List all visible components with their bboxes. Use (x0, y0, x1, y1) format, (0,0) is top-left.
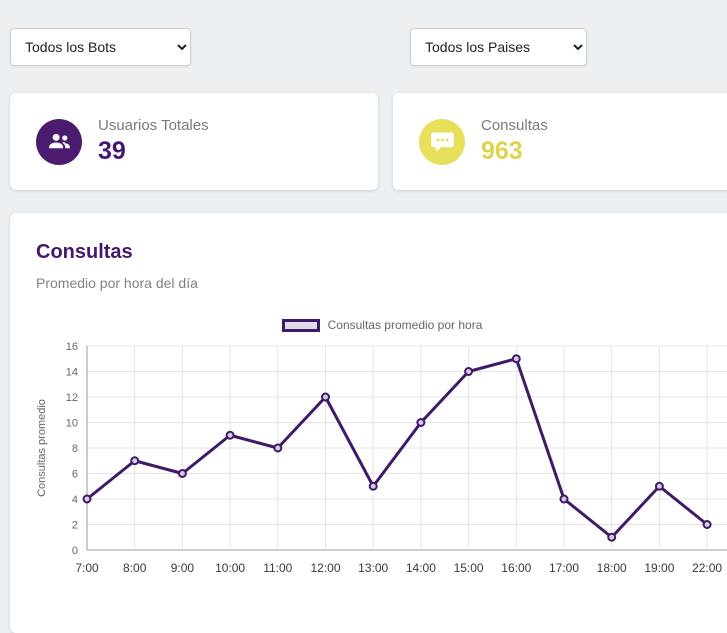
consultas-chart[interactable]: 0 2 4 6 8 10 12 14 16 7:00 8:00 9:00 10:00 11:00 12:00… (10, 341, 727, 591)
svg-text:14: 14 (66, 367, 78, 379)
svg-text:12:00: 12:00 (310, 561, 340, 575)
stat-label-usuarios: Usuarios Totales (98, 117, 209, 134)
chart-title: Consultas (36, 241, 133, 263)
svg-text:15:00: 15:00 (454, 561, 484, 575)
svg-text:6: 6 (72, 469, 78, 481)
chart-legend[interactable]: Consultas promedio por hora (10, 318, 727, 332)
svg-text:7:00: 7:00 (75, 561, 99, 575)
svg-text:10: 10 (66, 418, 78, 430)
svg-text:22:00: 22:00 (692, 561, 722, 575)
svg-text:4: 4 (72, 494, 78, 506)
svg-text:Consultas promedio: Consultas promedio (36, 399, 48, 497)
chart-subtitle: Promedio por hora del día (36, 275, 198, 291)
svg-text:8:00: 8:00 (123, 561, 147, 575)
stat-card-consultas: Consultas 963 (393, 93, 727, 190)
svg-text:12: 12 (66, 392, 78, 404)
stat-text: Usuarios Totales 39 (98, 117, 209, 166)
svg-text:19:00: 19:00 (644, 561, 674, 575)
svg-text:8: 8 (72, 443, 78, 455)
svg-text:13:00: 13:00 (358, 561, 388, 575)
users-icon (48, 133, 70, 149)
stat-text: Consultas 963 (481, 117, 548, 166)
svg-text:18:00: 18:00 (597, 561, 627, 575)
svg-text:0: 0 (72, 545, 78, 557)
svg-text:9:00: 9:00 (171, 561, 195, 575)
svg-text:11:00: 11:00 (263, 561, 292, 575)
stat-value-consultas: 963 (481, 137, 523, 165)
chat-icon (430, 132, 454, 152)
stat-label-consultas: Consultas (481, 117, 548, 134)
paises-filter-select[interactable]: Todos los Paises (410, 28, 587, 66)
svg-text:16:00: 16:00 (501, 561, 531, 575)
svg-text:17:00: 17:00 (549, 561, 579, 575)
chat-icon-circle (419, 118, 465, 165)
bots-filter-select[interactable]: Todos los Bots (10, 28, 191, 66)
svg-text:16: 16 (66, 341, 78, 353)
legend-swatch (281, 318, 320, 332)
svg-text:10:00: 10:00 (215, 561, 245, 575)
stat-card-usuarios-totales: Usuarios Totales 39 (10, 93, 378, 190)
chart-card: Consultas Promedio por hora del día Cons… (10, 213, 727, 633)
stat-value-usuarios: 39 (98, 137, 126, 165)
users-icon-circle (36, 118, 82, 165)
svg-text:2: 2 (72, 520, 78, 532)
legend-label: Consultas promedio por hora (327, 318, 483, 332)
svg-text:14:00: 14:00 (406, 561, 436, 575)
